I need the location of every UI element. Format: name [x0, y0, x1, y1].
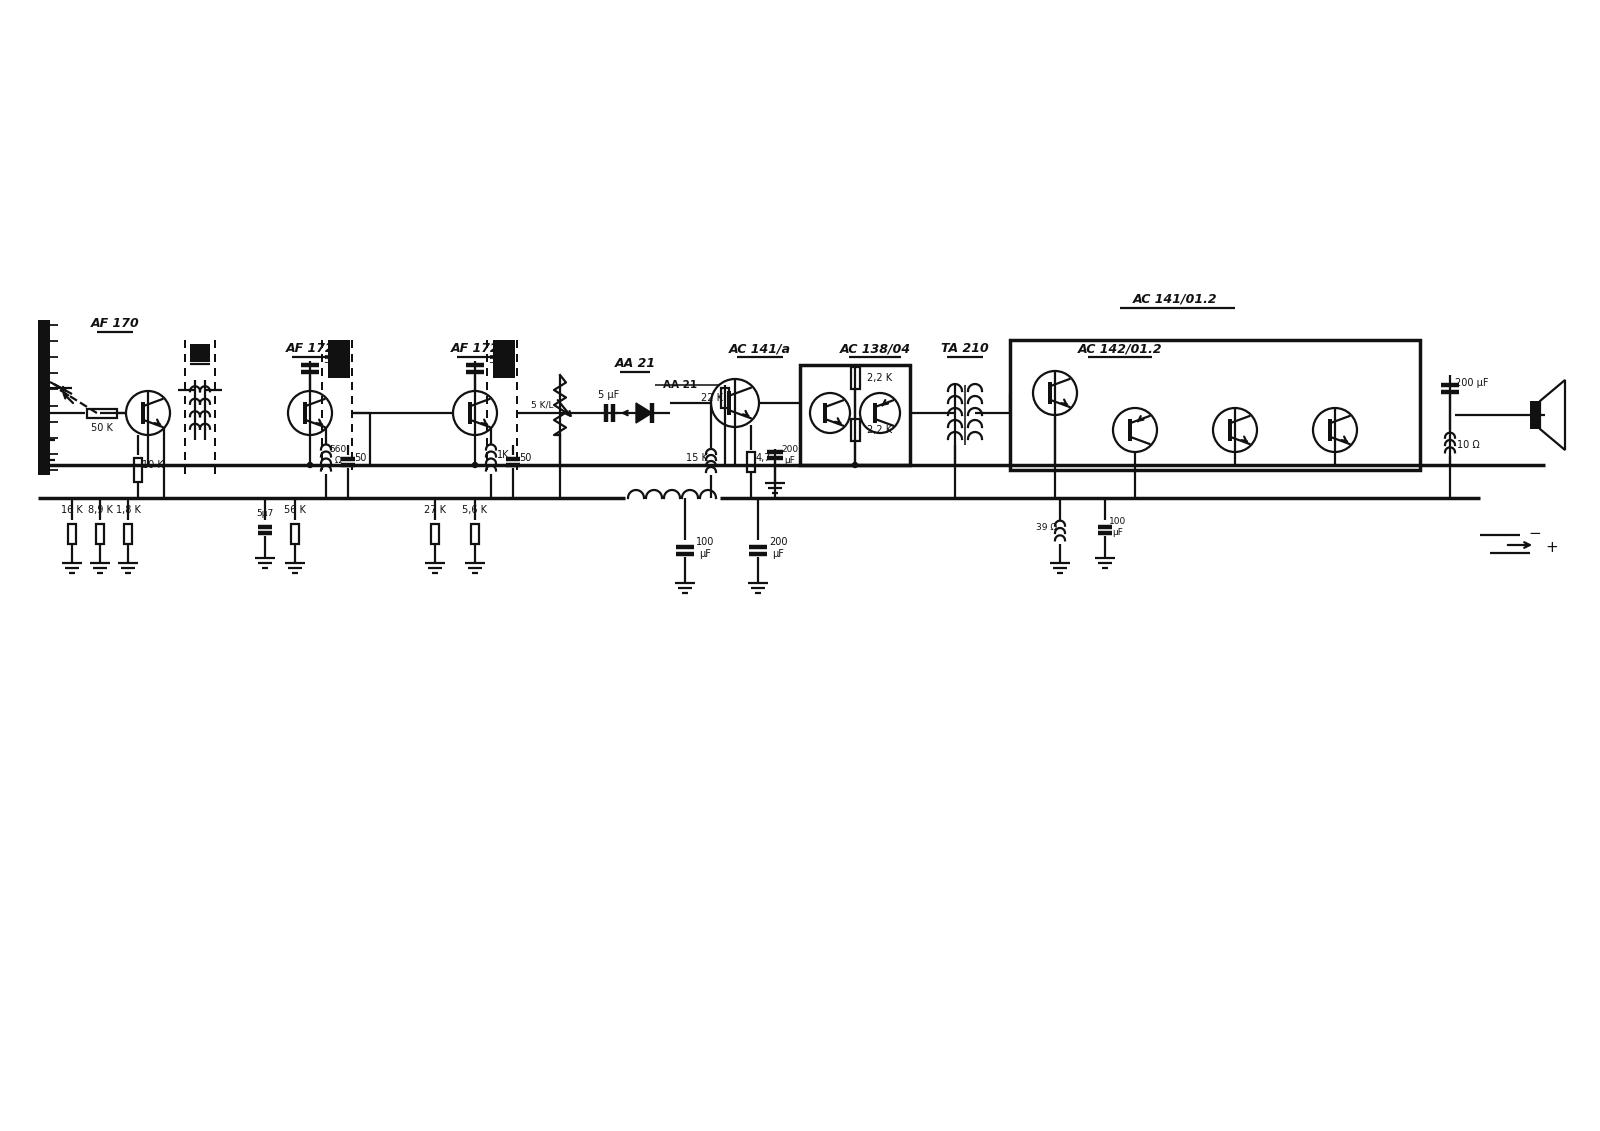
- Text: 27 K: 27 K: [424, 506, 446, 515]
- Bar: [38, 320, 50, 475]
- Bar: [328, 340, 350, 378]
- Text: 50: 50: [518, 454, 531, 463]
- Text: 39 Ω: 39 Ω: [1037, 523, 1058, 532]
- Text: AF 170: AF 170: [91, 317, 139, 330]
- Bar: [86, 408, 117, 417]
- Text: AC 138/04: AC 138/04: [840, 342, 910, 355]
- Text: 500: 500: [488, 355, 506, 365]
- Bar: [190, 344, 210, 362]
- Text: 56 K: 56 K: [285, 506, 306, 515]
- Text: AC 141/a: AC 141/a: [730, 342, 790, 355]
- Text: 8,9 K: 8,9 K: [88, 506, 112, 515]
- Bar: [1530, 402, 1539, 429]
- Bar: [96, 524, 104, 544]
- Circle shape: [472, 463, 477, 467]
- Text: 560
Ω: 560 Ω: [330, 446, 347, 465]
- Text: 16 K: 16 K: [61, 506, 83, 515]
- Bar: [800, 365, 910, 465]
- Bar: [430, 524, 438, 544]
- Text: 5µ7: 5µ7: [256, 509, 274, 518]
- Bar: [493, 340, 515, 378]
- Text: 5 K/L: 5 K/L: [531, 400, 554, 409]
- Bar: [125, 524, 131, 544]
- Text: −: −: [1528, 526, 1541, 541]
- Text: 50: 50: [354, 454, 366, 463]
- Text: AA 21: AA 21: [614, 357, 656, 370]
- Text: TA 210: TA 210: [941, 342, 989, 355]
- Bar: [134, 458, 142, 482]
- Circle shape: [853, 463, 858, 467]
- Text: 200
µF: 200 µF: [768, 537, 787, 559]
- Text: AC 142/01.2: AC 142/01.2: [1078, 342, 1162, 355]
- Bar: [291, 524, 299, 544]
- Text: AC 141/01.2: AC 141/01.2: [1133, 292, 1218, 305]
- Text: 10 K: 10 K: [142, 460, 163, 470]
- Circle shape: [307, 463, 312, 467]
- Polygon shape: [637, 403, 653, 423]
- Text: 5,6 K: 5,6 K: [462, 506, 488, 515]
- Text: 500: 500: [323, 355, 341, 365]
- Text: AA 21: AA 21: [662, 380, 698, 390]
- Text: AF 172: AF 172: [451, 342, 499, 355]
- Text: 22 K: 22 K: [701, 392, 723, 403]
- Polygon shape: [1539, 380, 1565, 450]
- Bar: [851, 366, 859, 389]
- Text: 2,2 K: 2,2 K: [867, 425, 893, 435]
- Text: 50 K: 50 K: [91, 423, 114, 433]
- Bar: [851, 418, 859, 441]
- Text: 1,8 K: 1,8 K: [115, 506, 141, 515]
- Bar: [722, 388, 730, 408]
- Text: 4,7: 4,7: [755, 454, 771, 463]
- Text: 200 µF: 200 µF: [1456, 378, 1488, 388]
- Text: AF 172: AF 172: [286, 342, 334, 355]
- Bar: [470, 524, 478, 544]
- Text: 100
µF: 100 µF: [1109, 517, 1126, 537]
- Text: 15 K: 15 K: [686, 454, 707, 463]
- Text: 1K: 1K: [496, 450, 509, 460]
- Bar: [747, 452, 755, 472]
- Text: +: +: [1546, 541, 1558, 555]
- Text: 5 µF: 5 µF: [598, 390, 619, 400]
- Text: 100
µF: 100 µF: [696, 537, 714, 559]
- Text: 200
µF: 200 µF: [781, 446, 798, 465]
- Bar: [67, 524, 77, 544]
- Text: 2,2 K: 2,2 K: [867, 373, 893, 383]
- Bar: [1010, 340, 1421, 470]
- Text: 10 Ω: 10 Ω: [1456, 440, 1480, 450]
